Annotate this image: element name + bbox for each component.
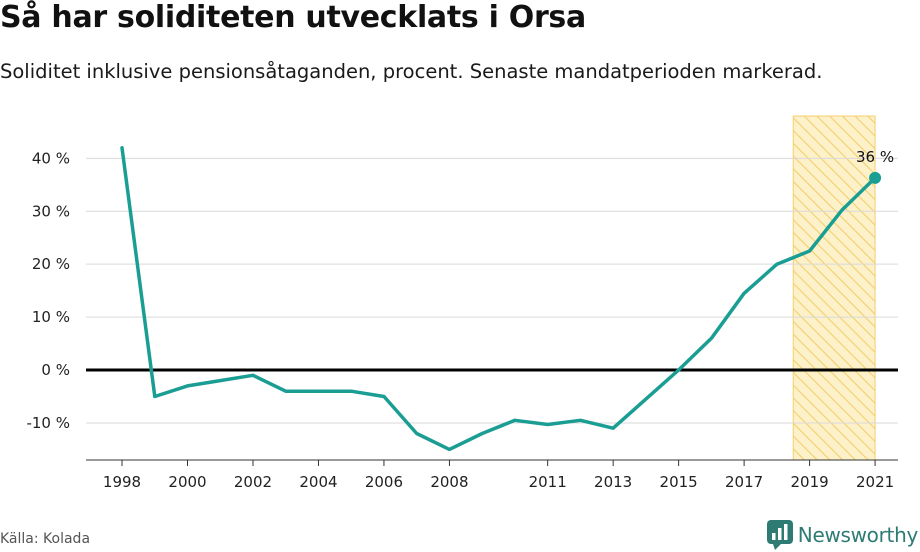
- y-tick-label: 10 %: [32, 308, 70, 326]
- highlight-band: [792, 115, 876, 461]
- y-tick-label: 0 %: [41, 361, 70, 379]
- y-tick-label: 30 %: [32, 202, 70, 220]
- end-value-label: 36 %: [856, 148, 894, 166]
- x-tick-label: 2011: [529, 473, 567, 491]
- newsworthy-logo-icon: [766, 520, 793, 550]
- chart-title: Så har soliditeten utvecklats i Orsa: [0, 0, 586, 35]
- end-point-marker: [869, 171, 882, 184]
- y-tick-label: 40 %: [32, 149, 70, 167]
- x-tick-label: 2013: [594, 473, 632, 491]
- x-tick-label: 2006: [365, 473, 403, 491]
- x-tick-label: 2008: [430, 473, 468, 491]
- series-layer: [120, 146, 882, 452]
- y-tick-label: -10 %: [26, 414, 70, 432]
- y-tick-label: 20 %: [32, 255, 70, 273]
- x-tick-label: 2017: [725, 473, 763, 491]
- source-note: Källa: Kolada: [0, 531, 91, 547]
- x-axis: 1998 2000 2002 2004 2006 2008 2011 2013 2015 2017…: [86, 459, 898, 491]
- x-tick-label: 2002: [234, 473, 272, 491]
- x-tick-label: 2021: [856, 473, 894, 491]
- highlight-band-layer: [792, 115, 876, 461]
- x-tick-label: 2019: [791, 473, 829, 491]
- series-line: [120, 146, 877, 452]
- x-tick-label: 2015: [660, 473, 698, 491]
- brand-name: Newsworthy: [797, 523, 919, 547]
- chart-subtitle: Soliditet inklusive pensionsåtaganden, p…: [0, 60, 823, 83]
- x-tick-label: 2000: [168, 473, 206, 491]
- x-tick-label: 1998: [103, 473, 141, 491]
- gridlines: [86, 157, 898, 424]
- annotation-layer: 36 %: [856, 148, 894, 166]
- brand-logo: Newsworthy: [766, 520, 919, 550]
- y-axis-labels: -10 % 0 % 10 % 20 % 30 % 40 %: [26, 149, 70, 432]
- x-tick-label: 2004: [299, 473, 337, 491]
